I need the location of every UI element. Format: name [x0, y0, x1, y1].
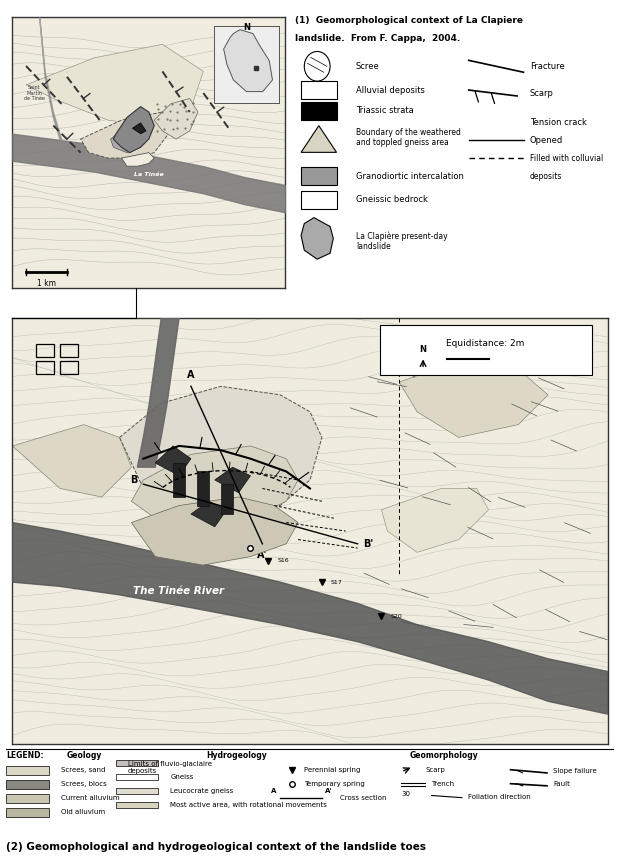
Bar	[6, 795, 49, 803]
Text: Geomorphology: Geomorphology	[409, 752, 478, 760]
Text: landslide.  From F. Cappa,  2004.: landslide. From F. Cappa, 2004.	[294, 34, 460, 43]
Bar	[301, 101, 337, 120]
Text: Triassic strata: Triassic strata	[356, 107, 414, 115]
Polygon shape	[154, 99, 198, 139]
Text: (1)  Geomorphological context of La Clapiere: (1) Geomorphological context of La Clapi…	[294, 15, 523, 25]
Text: Fault: Fault	[553, 781, 570, 787]
Text: Scarp: Scarp	[425, 767, 445, 772]
Text: Scarp: Scarp	[530, 89, 554, 97]
Bar	[301, 191, 337, 209]
Text: Leucocrate gneiss: Leucocrate gneiss	[170, 789, 234, 794]
FancyBboxPatch shape	[379, 325, 591, 375]
Bar	[301, 167, 337, 185]
Polygon shape	[120, 386, 322, 514]
Text: Alluvial deposits: Alluvial deposits	[356, 85, 425, 95]
Text: Screes, sand: Screes, sand	[61, 767, 105, 772]
Text: Old alluvium: Old alluvium	[61, 808, 105, 814]
Bar	[197, 471, 209, 506]
Polygon shape	[301, 126, 337, 152]
Polygon shape	[40, 17, 67, 158]
Text: (2) Geomophological and hydrogeological context of the landslide toes: (2) Geomophological and hydrogeological …	[6, 842, 426, 852]
Polygon shape	[191, 501, 227, 527]
Text: LEGEND:: LEGEND:	[6, 752, 44, 760]
Bar	[115, 788, 158, 795]
Text: Cross section: Cross section	[340, 795, 387, 801]
Text: A': A'	[324, 789, 332, 795]
Text: Opened: Opened	[530, 136, 563, 145]
Text: deposits: deposits	[128, 768, 157, 774]
Bar	[6, 808, 49, 817]
Bar	[60, 361, 78, 373]
Bar	[115, 774, 158, 781]
Text: Gneiss: Gneiss	[170, 774, 193, 780]
Text: Granodiortic intercalation: Granodiortic intercalation	[356, 172, 464, 181]
Polygon shape	[155, 445, 191, 476]
Text: Perennial spring: Perennial spring	[304, 767, 360, 772]
Text: 30: 30	[401, 791, 410, 797]
Text: 1 km: 1 km	[37, 279, 56, 287]
Text: S20: S20	[391, 614, 402, 618]
Polygon shape	[12, 523, 608, 714]
Text: Filled with colluvial: Filled with colluvial	[530, 154, 603, 163]
Bar	[173, 463, 185, 497]
Text: The Tinée River: The Tinée River	[133, 586, 224, 596]
Text: Hydrogeology: Hydrogeology	[206, 752, 267, 760]
Bar	[221, 484, 232, 514]
Text: Slope failure: Slope failure	[553, 768, 597, 774]
Text: Limits of fluvio-glaciaire: Limits of fluvio-glaciaire	[128, 761, 211, 767]
Polygon shape	[110, 126, 149, 153]
Bar	[36, 361, 54, 373]
Polygon shape	[12, 425, 131, 497]
Bar	[6, 766, 49, 775]
Polygon shape	[381, 488, 489, 552]
Text: N: N	[420, 346, 427, 354]
Polygon shape	[224, 30, 273, 92]
Text: deposits: deposits	[530, 172, 562, 181]
Polygon shape	[301, 218, 334, 259]
Text: Scree: Scree	[356, 62, 379, 71]
Text: Screes, blocs: Screes, blocs	[61, 781, 107, 787]
Bar	[115, 760, 158, 766]
Polygon shape	[215, 467, 250, 493]
Text: Current alluvium: Current alluvium	[61, 795, 120, 801]
Text: La Tinée: La Tinée	[134, 172, 164, 177]
Polygon shape	[26, 45, 203, 126]
Text: Tension crack: Tension crack	[530, 118, 587, 127]
Text: Fracture: Fracture	[530, 62, 565, 71]
Polygon shape	[399, 361, 548, 438]
Text: Temporary spring: Temporary spring	[304, 781, 365, 787]
Polygon shape	[122, 153, 154, 166]
Polygon shape	[138, 318, 179, 467]
Text: Trench: Trench	[432, 781, 454, 787]
Polygon shape	[113, 107, 154, 153]
Polygon shape	[81, 112, 170, 158]
Polygon shape	[131, 497, 298, 565]
Text: La Clapière present-day
landslide: La Clapière present-day landslide	[356, 231, 448, 251]
Bar	[301, 81, 337, 99]
Bar	[6, 781, 49, 789]
Text: S16: S16	[277, 558, 289, 563]
Text: Foliation direction: Foliation direction	[468, 794, 531, 800]
Text: Most active area, with rotational movements: Most active area, with rotational moveme…	[170, 802, 327, 808]
Bar	[115, 802, 158, 808]
Text: Saint
Martin
de Tinée: Saint Martin de Tinée	[24, 85, 45, 101]
Text: B: B	[130, 475, 138, 485]
Text: Boundary of the weathered
and toppled gneiss area: Boundary of the weathered and toppled gn…	[356, 128, 461, 147]
Text: A': A'	[257, 550, 268, 560]
Text: Geology: Geology	[67, 752, 102, 760]
Text: S17: S17	[331, 580, 343, 585]
Text: Equidistance: 2m: Equidistance: 2m	[446, 339, 525, 348]
Text: A: A	[271, 789, 277, 795]
Polygon shape	[131, 445, 298, 531]
Bar	[36, 344, 54, 357]
Text: Gneissic bedrock: Gneissic bedrock	[356, 195, 428, 205]
Bar	[60, 344, 78, 357]
Polygon shape	[133, 123, 146, 133]
Text: A: A	[187, 370, 195, 380]
Text: B': B'	[363, 539, 374, 549]
Text: N: N	[243, 23, 250, 32]
